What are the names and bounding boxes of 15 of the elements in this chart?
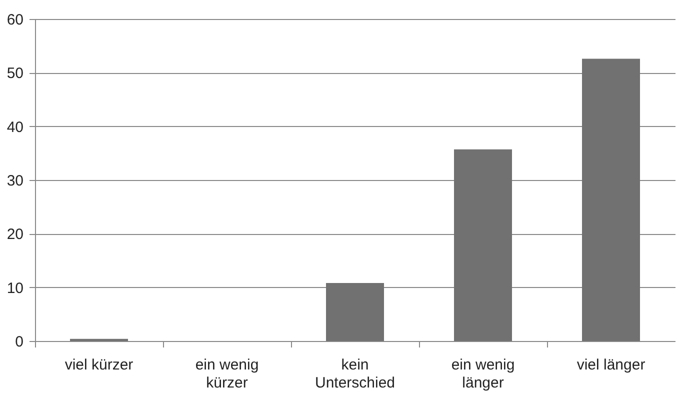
y-tick-label: 60 — [6, 12, 24, 28]
bar — [326, 283, 384, 341]
x-tick-label: viel kürzer — [64, 356, 134, 374]
x-tick-label: ein wenig länger — [451, 356, 515, 392]
bar — [582, 58, 640, 341]
y-tick-label: 0 — [15, 334, 24, 350]
x-tick-label: kein Unterschied — [314, 356, 396, 392]
y-tick-label: 40 — [6, 118, 24, 136]
bar — [454, 149, 512, 341]
y-tick-label: 20 — [6, 226, 24, 244]
y-tick-label: 30 — [6, 172, 24, 190]
y-tick-label: 10 — [6, 280, 24, 297]
x-tick-label: ein wenig kürzer — [195, 356, 259, 392]
y-tick-label: 50 — [6, 65, 24, 82]
x-tick-label: viel länger — [576, 356, 646, 374]
